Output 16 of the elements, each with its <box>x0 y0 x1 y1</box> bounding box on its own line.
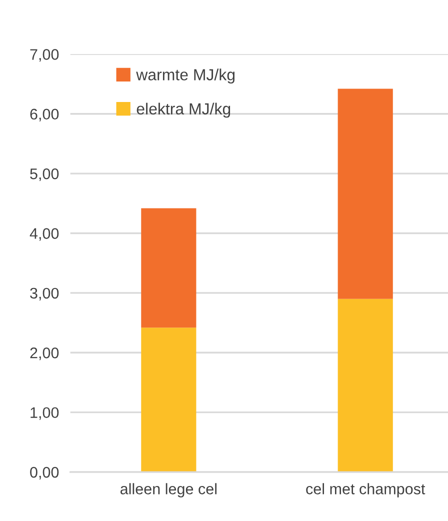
y-tick-label: 1,00 <box>30 407 59 420</box>
legend-label: elektra MJ/kg <box>136 102 230 118</box>
y-tick-label: 3,00 <box>30 288 59 300</box>
y-tick-label: 2,00 <box>30 348 59 360</box>
y-tick-label: 4,00 <box>30 228 59 241</box>
y-tick-label: 7,00 <box>30 49 59 62</box>
legend-label: warmte MJ/kg <box>136 68 234 84</box>
y-tick-label: 5,00 <box>30 168 59 182</box>
bar <box>338 298 393 472</box>
y-tick-label: 6,00 <box>30 108 59 122</box>
x-tick-label: cel met champost <box>306 483 426 498</box>
bar <box>141 208 196 328</box>
bar <box>338 88 393 299</box>
y-tick-label: 0,00 <box>30 466 59 480</box>
x-tick-label: alleen lege cel <box>120 483 216 498</box>
bar <box>141 328 196 472</box>
